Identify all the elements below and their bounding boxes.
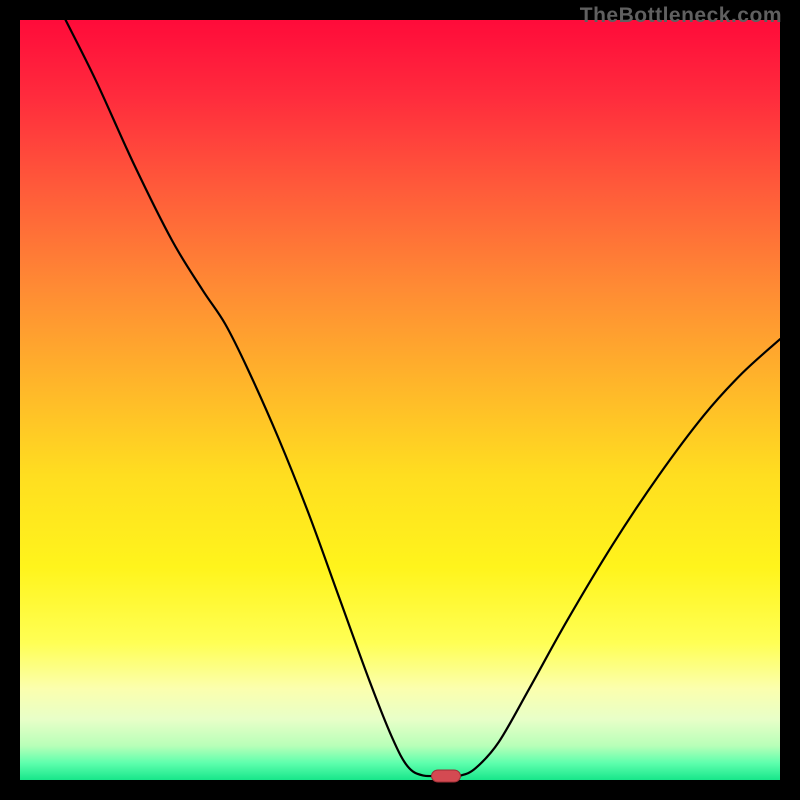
minimum-marker-pill [431,770,461,783]
minimum-marker [431,770,461,783]
minimum-marker-shape [431,770,460,782]
plot-area [20,20,780,780]
watermark-text: TheBottleneck.com [580,4,782,28]
plot-svg [20,20,780,780]
chart-frame: TheBottleneck.com [0,0,800,800]
gradient-background [20,20,780,780]
